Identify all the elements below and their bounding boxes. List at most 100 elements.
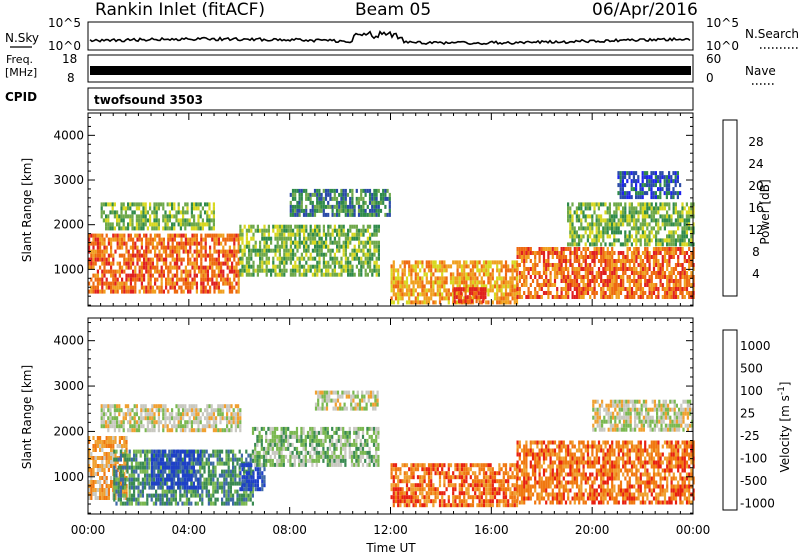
echo-cell bbox=[575, 291, 579, 295]
echo-cell bbox=[243, 463, 246, 468]
echo-cell bbox=[267, 224, 270, 229]
echo-cell bbox=[155, 493, 158, 498]
echo-cell bbox=[322, 208, 325, 213]
echo-cell bbox=[127, 289, 130, 294]
echo-cell bbox=[118, 285, 121, 290]
echo-cell bbox=[173, 465, 176, 470]
echo-cell bbox=[278, 264, 281, 269]
echo-cell bbox=[496, 260, 499, 265]
echo-cell bbox=[173, 285, 176, 290]
echo-cell bbox=[218, 461, 221, 466]
echo-region bbox=[239, 224, 380, 277]
echo-cell bbox=[551, 263, 554, 267]
echo-cell bbox=[248, 487, 251, 492]
echo-cell bbox=[103, 265, 106, 270]
echo-cell bbox=[523, 259, 526, 263]
echo-cell bbox=[110, 444, 113, 448]
echo-cell bbox=[318, 256, 321, 261]
echo-cell bbox=[586, 279, 590, 283]
echo-cell bbox=[211, 277, 214, 282]
echo-cell bbox=[344, 208, 347, 213]
echo-cell bbox=[130, 465, 133, 470]
echo-cell bbox=[464, 291, 467, 296]
echo-cell bbox=[238, 477, 241, 482]
echo-cell bbox=[168, 461, 171, 466]
echo-cell bbox=[602, 218, 605, 223]
echo-cell bbox=[159, 501, 162, 506]
nave-tick-top: 60 bbox=[706, 52, 721, 66]
echo-cell bbox=[655, 295, 658, 299]
echo-cell bbox=[648, 291, 651, 295]
echo-cell bbox=[679, 275, 682, 279]
echo-cell bbox=[423, 284, 426, 289]
echo-cell bbox=[195, 222, 198, 227]
echo-cell bbox=[455, 287, 458, 292]
echo-cell bbox=[611, 259, 614, 263]
echo-cell bbox=[403, 260, 406, 265]
echo-cell bbox=[580, 295, 583, 299]
echo-cell bbox=[127, 249, 130, 254]
echo-cell bbox=[617, 226, 620, 231]
echo-cell bbox=[547, 247, 550, 251]
echo-cell bbox=[129, 253, 132, 258]
echo-cell bbox=[123, 289, 126, 294]
echo-cell bbox=[685, 202, 688, 207]
echo-cell bbox=[99, 456, 102, 460]
echo-cell bbox=[369, 256, 372, 261]
echo-cell bbox=[285, 248, 288, 253]
echo-cell bbox=[201, 481, 204, 486]
echo-cell bbox=[185, 489, 188, 494]
echo-cell bbox=[261, 232, 264, 237]
echo-cell bbox=[681, 263, 684, 267]
echo-cell bbox=[677, 226, 680, 231]
echo-cell bbox=[162, 214, 165, 219]
echo-cell bbox=[672, 171, 675, 176]
echo-cell bbox=[672, 206, 675, 211]
echo-cell bbox=[536, 271, 539, 275]
echo-cell bbox=[464, 295, 467, 300]
echo-cell bbox=[692, 247, 695, 251]
echo-cell bbox=[644, 263, 647, 267]
echo-cell bbox=[529, 291, 532, 295]
echo-cell bbox=[646, 259, 649, 263]
echo-cell bbox=[236, 461, 239, 466]
echo-cell bbox=[416, 284, 420, 289]
echo-cell bbox=[553, 267, 557, 271]
echo-cell bbox=[165, 249, 168, 254]
echo-cell bbox=[248, 272, 251, 277]
echo-cell bbox=[567, 247, 570, 251]
echo-cell bbox=[646, 175, 649, 180]
echo-cell bbox=[221, 461, 224, 466]
echo-cell bbox=[318, 224, 321, 229]
echo-cell bbox=[207, 453, 210, 458]
echo-cell bbox=[287, 256, 290, 261]
echo-cell bbox=[259, 264, 262, 269]
echo-cell bbox=[340, 232, 343, 237]
echo-cell bbox=[375, 260, 378, 265]
echo-cell bbox=[235, 265, 238, 270]
echo-cell bbox=[320, 248, 323, 253]
echo-cell bbox=[549, 251, 552, 255]
echo-cell bbox=[184, 481, 187, 486]
echo-cell bbox=[96, 253, 99, 258]
echo-cell bbox=[399, 284, 402, 289]
echo-cell bbox=[225, 489, 228, 494]
echo-cell bbox=[646, 226, 649, 231]
echo-cell bbox=[674, 210, 677, 215]
echo-cell bbox=[139, 489, 142, 494]
echo-cell bbox=[120, 214, 123, 219]
echo-cell bbox=[278, 256, 281, 261]
echo-cell bbox=[103, 488, 106, 492]
echo-cell bbox=[360, 188, 363, 193]
echo-cell bbox=[278, 244, 281, 249]
echo-cell bbox=[584, 226, 587, 231]
echo-cell bbox=[158, 241, 161, 246]
echo-cell bbox=[573, 259, 576, 263]
echo-cell bbox=[401, 280, 404, 285]
echo-cell bbox=[474, 260, 477, 265]
echo-cell bbox=[214, 449, 217, 454]
echo-cell bbox=[564, 295, 568, 299]
echo-cell bbox=[606, 222, 609, 227]
echo-cell bbox=[159, 473, 162, 478]
echo-cell bbox=[294, 208, 297, 213]
